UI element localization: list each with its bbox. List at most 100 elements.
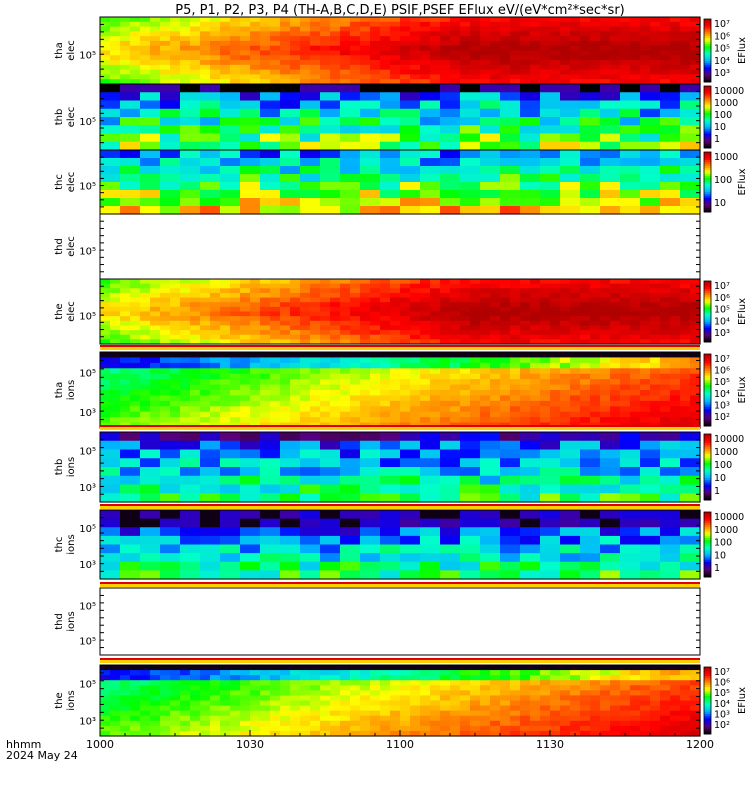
- spectrogram-cell: [150, 373, 161, 380]
- spectrogram-cell: [520, 302, 531, 308]
- spectrogram-cell: [130, 373, 141, 380]
- colorbar-segment: [704, 131, 711, 135]
- spectrogram-cell: [310, 705, 321, 712]
- spectrogram-cell: [360, 527, 381, 537]
- spectrogram-cell: [420, 117, 441, 126]
- spectrogram-cell: [190, 292, 201, 299]
- colorbar-segment: [704, 464, 711, 468]
- spectrogram-cell: [650, 21, 661, 28]
- spectrogram-cell: [180, 84, 201, 93]
- spectrogram-cell: [550, 17, 561, 23]
- spectrogram-cell: [640, 190, 661, 199]
- spectrogram-cell: [210, 730, 221, 737]
- spectrogram-cell: [160, 69, 171, 76]
- spectrogram-cell: [400, 670, 411, 676]
- spectrogram-cell: [630, 368, 641, 375]
- spectrogram-cell: [520, 725, 531, 732]
- colorbar-segment: [704, 293, 711, 296]
- spectrogram-cell: [500, 458, 521, 468]
- spectrogram-cell: [470, 700, 481, 707]
- colorbar-segment: [704, 709, 711, 713]
- spectrogram-cell: [460, 417, 471, 424]
- spectrogram-cell: [550, 339, 561, 345]
- spectrogram-cell: [350, 302, 361, 308]
- spectrogram-cell: [320, 17, 331, 23]
- spectrogram-cell: [310, 21, 321, 28]
- spectrogram-cell: [320, 493, 341, 503]
- spectrogram-cell: [310, 352, 321, 359]
- spectrogram-cell: [660, 475, 681, 486]
- spectrogram-cell: [230, 55, 241, 61]
- spectrogram-cell: [230, 685, 241, 691]
- panel-probe-label: thb: [54, 109, 65, 126]
- spectrogram-cell: [180, 670, 191, 676]
- spectrogram-cell: [300, 475, 321, 486]
- spectrogram-cell: [110, 352, 121, 359]
- spectrogram-cell: [410, 74, 421, 80]
- spectrogram-cell: [370, 74, 381, 80]
- spectrogram-cell: [240, 715, 251, 722]
- spectrogram-cell: [650, 390, 661, 397]
- spectrogram-cell: [230, 79, 241, 85]
- spectrogram-cell: [220, 283, 231, 289]
- spectrogram-cell: [440, 690, 451, 697]
- spectrogram-cell: [480, 535, 501, 546]
- spectrogram-cell: [220, 108, 241, 118]
- spectrogram-cell: [510, 17, 521, 23]
- spectrogram-cell: [160, 484, 181, 494]
- spectrogram-cell: [100, 725, 111, 732]
- y-tick-label: 10⁵: [79, 182, 96, 193]
- spectrogram-cell: [280, 279, 291, 285]
- spectrogram-cell: [260, 55, 271, 61]
- spectrogram-cell: [400, 400, 411, 407]
- spectrogram-cell: [520, 675, 531, 681]
- spectrogram-cell: [550, 411, 561, 418]
- spectrogram-cell: [280, 50, 291, 56]
- spectrogram-cell: [350, 21, 361, 28]
- spectrogram-cell: [110, 417, 121, 424]
- spectrogram-cell: [520, 493, 541, 503]
- spectrogram-cell: [400, 133, 421, 143]
- spectrogram-cell: [100, 50, 111, 56]
- spectrogram-cell: [430, 395, 441, 402]
- spectrogram-cell: [350, 339, 361, 345]
- spectrogram-cell: [160, 710, 171, 717]
- spectrogram-cell: [510, 362, 521, 369]
- spectrogram-cell: [150, 352, 161, 359]
- spectrogram-cell: [130, 17, 141, 23]
- spectrogram-cell: [610, 406, 621, 413]
- spectrogram-cell: [200, 475, 221, 486]
- spectrogram-cell: [210, 40, 221, 47]
- spectrogram-cell: [140, 357, 151, 364]
- spectrogram-cell: [140, 182, 161, 191]
- flag-stripe-red: [100, 658, 700, 660]
- spectrogram-cell: [330, 74, 341, 80]
- spectrogram-cell: [230, 45, 241, 52]
- spectrogram-cell: [400, 330, 411, 336]
- spectrogram-cell: [570, 36, 581, 42]
- spectrogram-cell: [460, 368, 471, 375]
- spectrogram-cell: [620, 527, 641, 537]
- spectrogram-cell: [470, 45, 481, 52]
- spectrogram-cell: [560, 174, 581, 183]
- spectrogram-cell: [360, 302, 371, 308]
- spectrogram-cell: [620, 182, 641, 191]
- spectrogram-cell: [400, 174, 421, 183]
- spectrogram-cell: [130, 368, 141, 375]
- colorbar-segment: [704, 86, 711, 89]
- spectrogram-cell: [540, 400, 551, 407]
- spectrogram-cell: [360, 675, 371, 681]
- spectrogram-cell: [580, 150, 601, 159]
- spectrogram-cell: [400, 730, 411, 737]
- spectrogram-cell: [300, 69, 311, 76]
- colorbar-segment: [704, 133, 711, 137]
- spectrogram-cell: [540, 730, 551, 737]
- spectrogram-cell: [670, 297, 681, 303]
- spectrogram-cell: [120, 174, 141, 183]
- spectrogram-cell: [220, 725, 231, 732]
- spectrogram-cell: [580, 362, 591, 369]
- colorbar-tick-label: 10³: [714, 68, 730, 79]
- spectrogram-cell: [580, 306, 591, 313]
- spectrogram-cell: [480, 108, 501, 118]
